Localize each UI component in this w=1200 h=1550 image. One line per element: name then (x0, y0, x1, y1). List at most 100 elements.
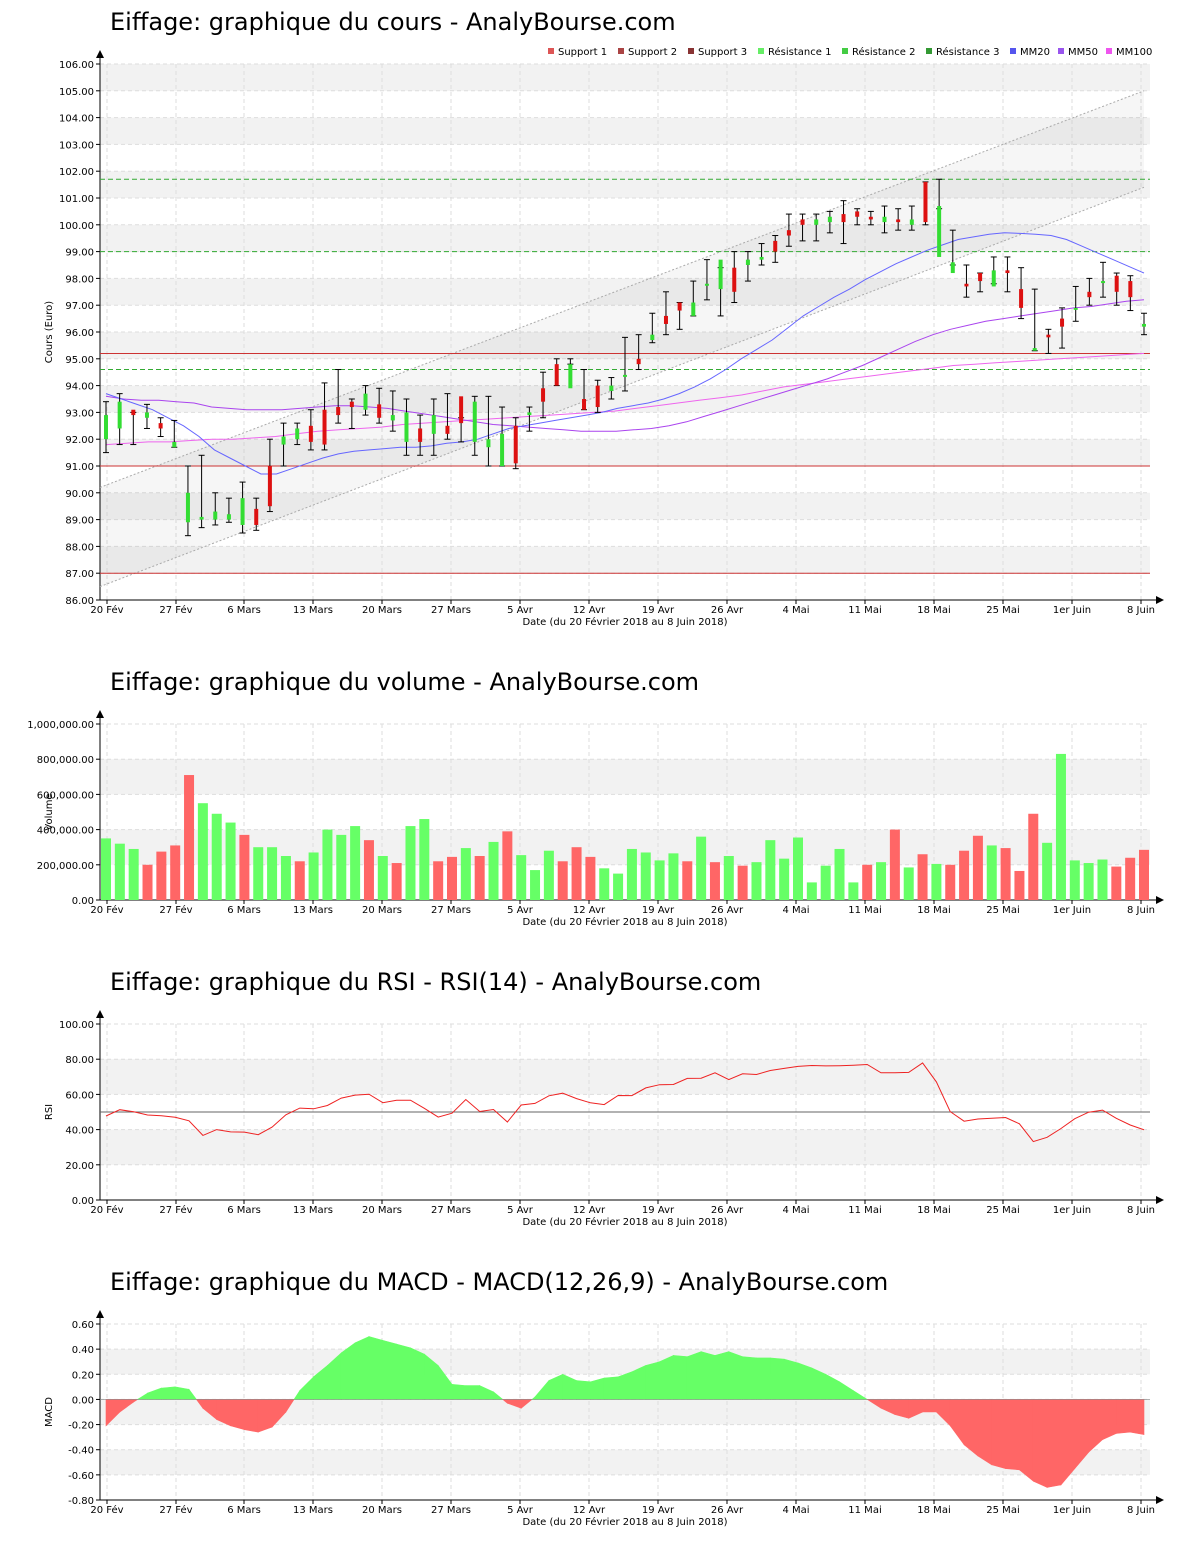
x-tick-label: 27 Fév (159, 604, 192, 616)
x-tick-label: 6 Mars (227, 905, 261, 916)
macd-negative-area (1019, 1399, 1034, 1482)
macd-positive-area (293, 1389, 301, 1400)
x-tick-label: 25 Mai (986, 605, 1019, 616)
y-axis-title: Cours (Euro) (44, 301, 55, 364)
volume-bar (128, 848, 139, 900)
volume-bar (723, 856, 734, 900)
x-tick-label: 8 Juin (1127, 1205, 1155, 1216)
legend-swatch (842, 48, 848, 54)
volume-bar (156, 851, 167, 900)
macd-positive-area (590, 1377, 605, 1400)
volume-chart: 0.00 200,000.00 400,000.00 600,000.00 800,00… (27, 710, 1164, 928)
x-tick-label: 4 Mai (782, 605, 809, 616)
macd-positive-area (548, 1373, 564, 1400)
candle-body (486, 439, 491, 448)
candle-body (882, 216, 887, 223)
candle-body (745, 259, 750, 265)
macd-negative-area (949, 1399, 965, 1446)
y-tick-label: 0.00 (72, 1395, 94, 1406)
x-tick-label: 25 Mai (986, 1505, 1019, 1516)
grid-band (100, 546, 1150, 574)
candle-body (267, 466, 272, 507)
legend-swatch (688, 48, 694, 54)
rsi-chart: 0.00 20.00 40.00 60.00 80.00 100.00 20 Fév 27 F… (44, 1010, 1164, 1228)
macd-positive-area (617, 1371, 633, 1400)
volume-bar (751, 862, 762, 900)
y-tick-label: 60.00 (65, 1090, 94, 1101)
y-tick-label: 0.20 (72, 1370, 94, 1381)
volume-bar (737, 865, 748, 900)
grid-band (100, 1059, 1150, 1095)
candle-body (923, 181, 928, 223)
x-tick-label: 20 Fév (90, 1504, 123, 1516)
grid-band (100, 64, 1150, 91)
volume-bar (806, 882, 817, 900)
volume-bar (530, 870, 541, 900)
macd-positive-area (797, 1362, 813, 1400)
y-tick-label: 200,000.00 (37, 861, 94, 872)
y-axis-title: Volume (44, 793, 55, 830)
volume-bar (640, 852, 651, 900)
volume-bar (447, 856, 457, 900)
candle-body (104, 415, 108, 440)
price-chart-panel: Eiffage: graphique du cours - AnalyBours… (0, 0, 1200, 640)
volume-bar (543, 850, 554, 900)
volume-bar (1111, 866, 1122, 900)
macd-chart-panel: Eiffage: graphique du MACD - MACD(12,26,… (0, 1260, 1200, 1550)
volume-bar (142, 864, 153, 900)
volume-bar (1125, 857, 1136, 900)
volume-bar (1069, 860, 1080, 900)
y-tick-label: 88.00 (65, 542, 94, 553)
macd-negative-area (1032, 1399, 1048, 1488)
candle-body (472, 401, 477, 442)
macd-positive-area (603, 1376, 619, 1400)
legend-swatch (758, 48, 764, 54)
grid-band (100, 278, 1150, 306)
candle-body (827, 216, 832, 223)
candle-body (404, 412, 409, 442)
macd-negative-area (1102, 1399, 1117, 1441)
legend-label: MM50 (1068, 47, 1098, 58)
volume-bar (613, 873, 624, 900)
x-tick-label: 20 Mars (362, 605, 402, 616)
macd-positive-area (161, 1386, 176, 1400)
legend-swatch (1106, 48, 1112, 54)
y-axis-title: RSI (44, 1104, 55, 1120)
x-tick-label: 4 Mai (782, 1205, 809, 1216)
volume-bar (834, 848, 845, 900)
volume-bar (862, 864, 873, 900)
candle-body (199, 516, 204, 520)
macd-negative-area (977, 1399, 993, 1466)
candle-body (1101, 281, 1106, 284)
candle-body (418, 428, 423, 442)
rsi-line (105, 1062, 1145, 1143)
y-axis-arrow (96, 710, 104, 718)
candle-body (691, 302, 696, 316)
candle-body (773, 240, 778, 252)
x-tick-label: 20 Mars (362, 1205, 402, 1216)
macd-positive-area (299, 1376, 314, 1400)
legend-label: Support 2 (628, 47, 677, 58)
candle-body (336, 407, 341, 416)
y-tick-label: 94.00 (65, 382, 94, 393)
x-tick-label: 12 Avr (573, 1505, 606, 1516)
candle-body (213, 511, 218, 520)
y-tick-label: -0.80 (68, 1496, 94, 1507)
x-tick-label: 6 Mars (227, 1505, 261, 1516)
x-tick-label: 27 Mars (431, 905, 471, 916)
macd-positive-area (493, 1391, 504, 1400)
candle-body (554, 364, 559, 386)
x-tick-label: 27 Mars (431, 605, 471, 616)
y-tick-label: 106.00 (59, 60, 94, 71)
candle-body (814, 219, 819, 225)
candle-body (937, 206, 942, 257)
x-tick-label: 11 Mai (848, 905, 881, 916)
candle-body (623, 374, 627, 377)
grid-band (100, 224, 1150, 252)
volume-bar (668, 853, 679, 900)
x-tick-label: 19 Avr (642, 905, 675, 916)
y-tick-label: 0.60 (72, 1320, 94, 1331)
candle-body (1046, 334, 1051, 338)
y-tick-label: 91.00 (65, 462, 94, 473)
volume-bar (474, 856, 485, 900)
